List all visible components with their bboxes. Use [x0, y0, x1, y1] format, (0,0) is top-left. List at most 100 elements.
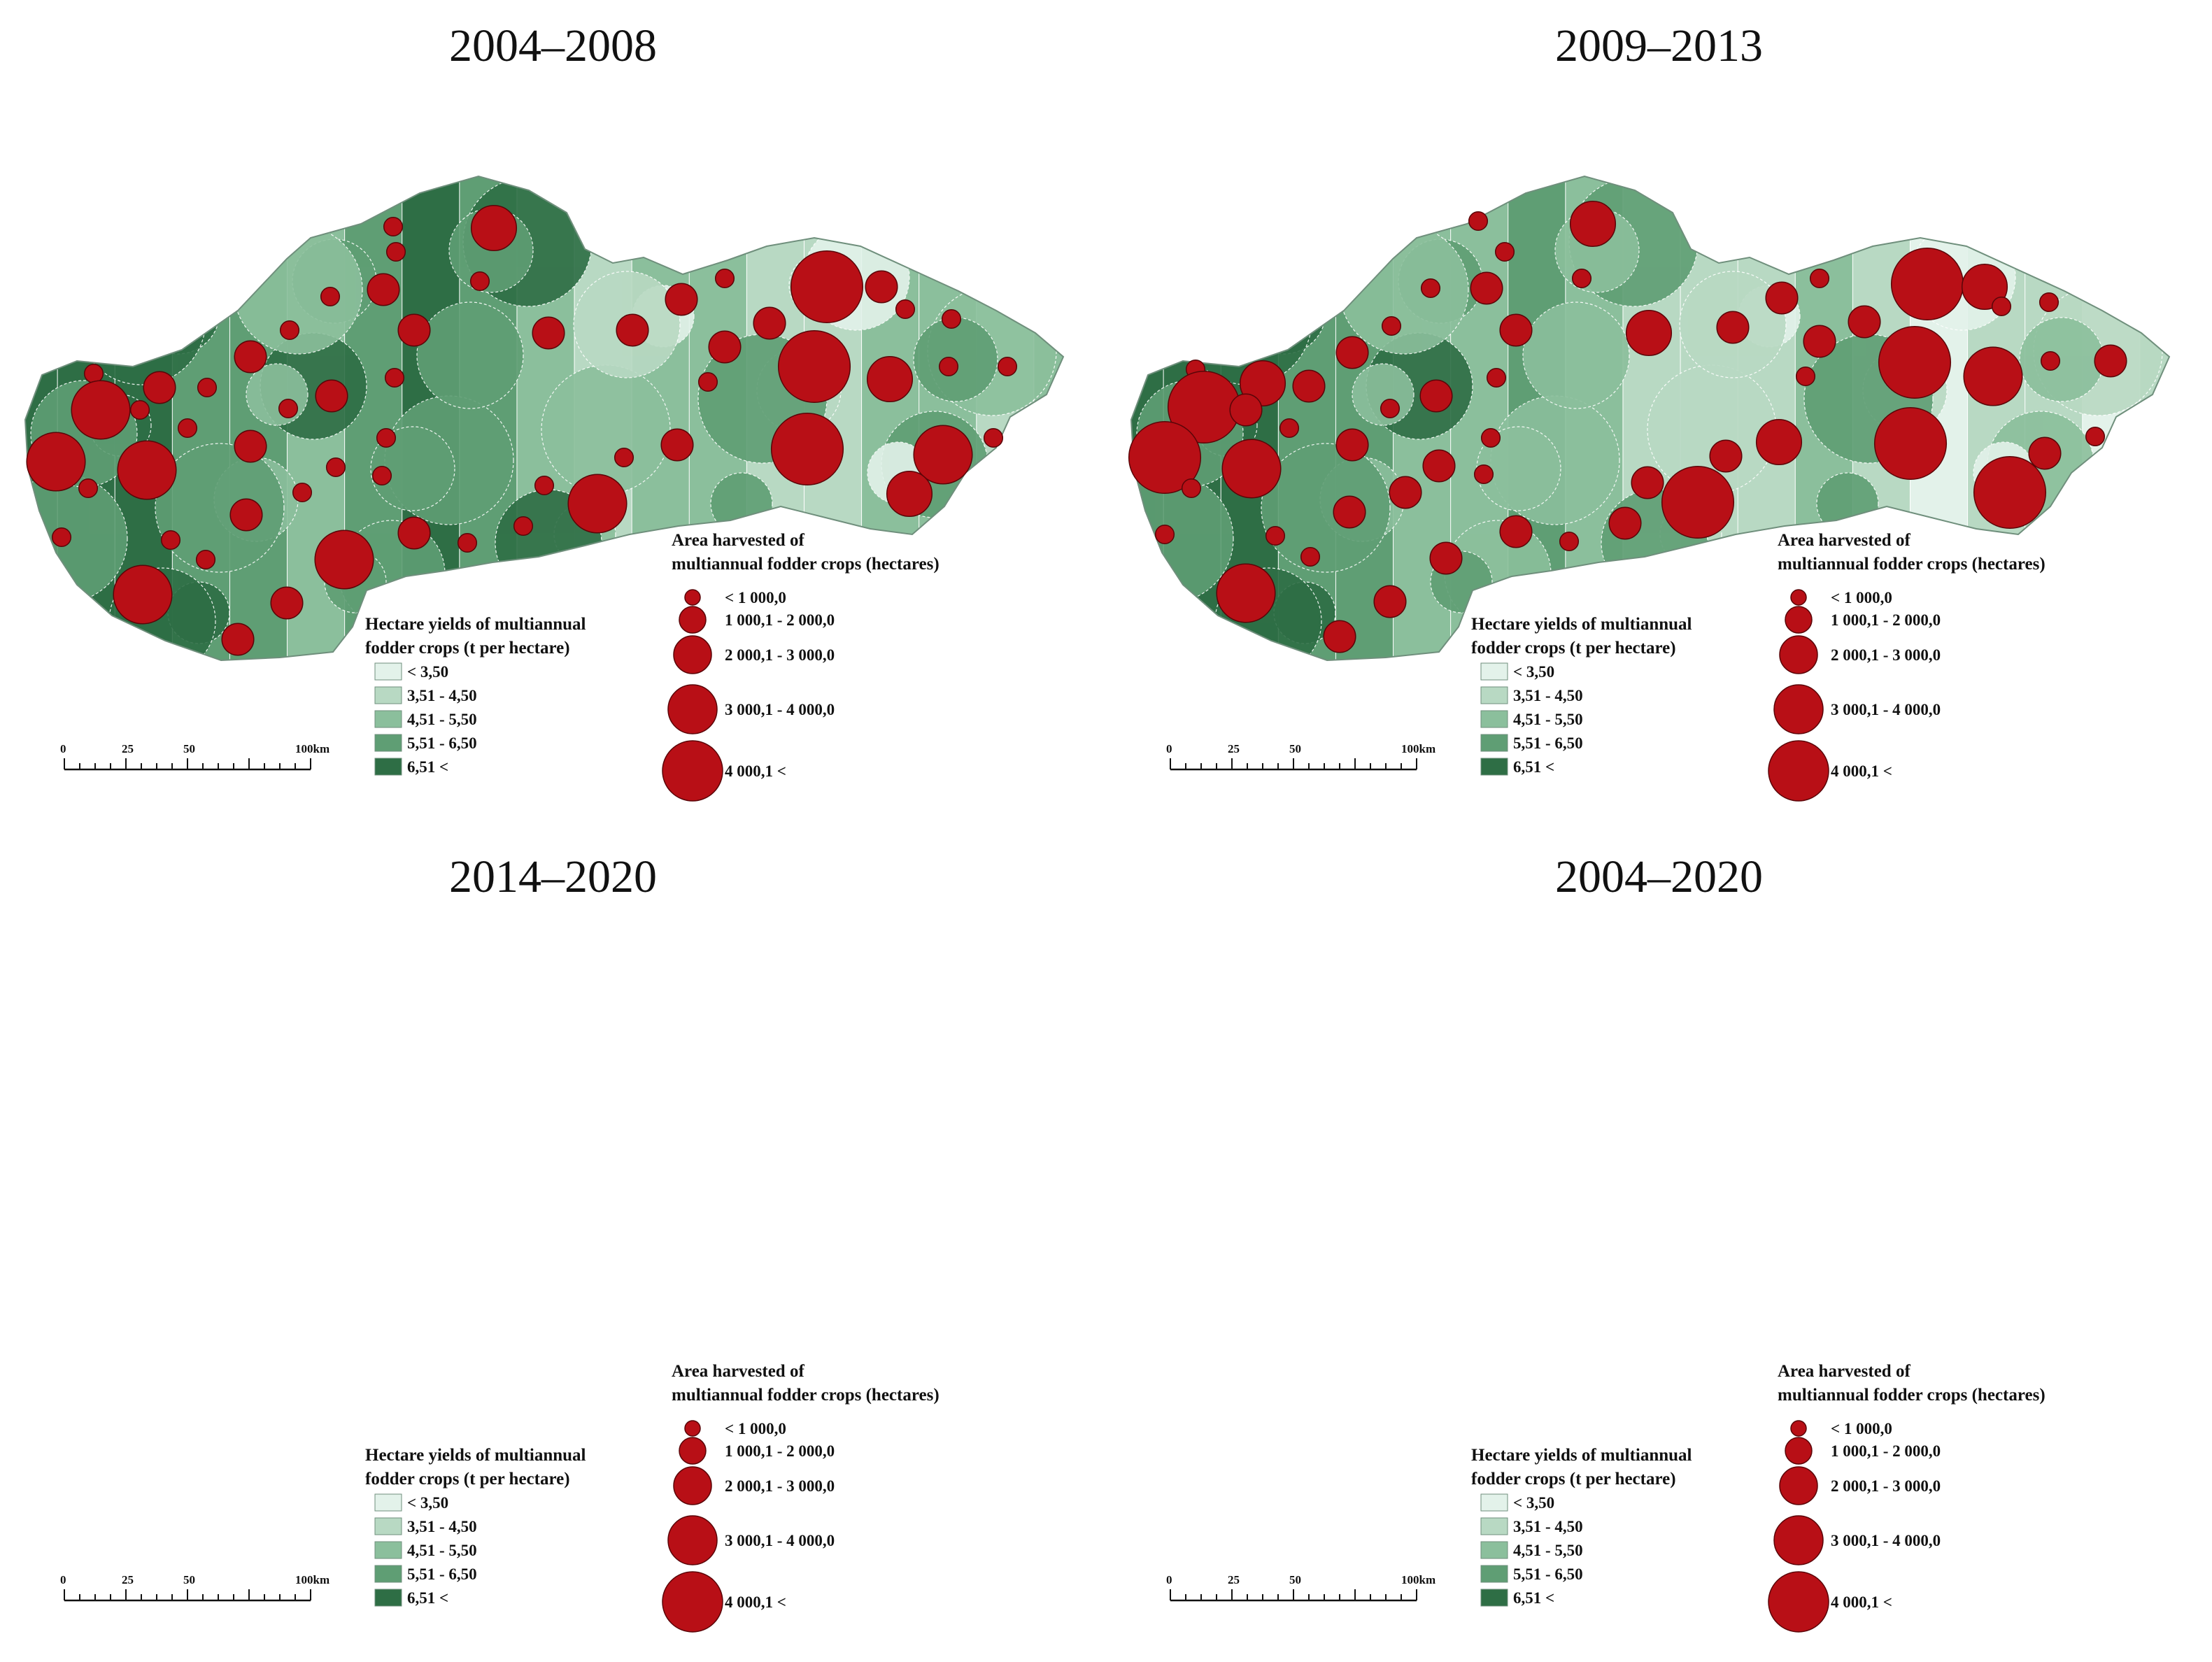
area-bubble [616, 313, 649, 347]
district-region [1131, 206, 1179, 269]
area-bubble [1154, 524, 1175, 545]
area-bubble [270, 586, 304, 620]
area-legend-title: multiannual fodder crops (hectares) [672, 555, 940, 574]
district-region [574, 831, 632, 1662]
district-region [11, 1038, 73, 1100]
area-bubble [865, 270, 898, 304]
area-legend-label: 2 000,1 - 3 000,0 [725, 1477, 835, 1495]
district-region [881, 1242, 988, 1349]
district-region [25, 206, 73, 269]
area-legend-bubble [679, 606, 707, 634]
district-region [449, 1039, 533, 1123]
area-bubble [983, 427, 1004, 448]
area-bubble [1335, 336, 1369, 369]
area-legend-title: Area harvested of [672, 1362, 804, 1381]
district-region [402, 831, 460, 1662]
area-bubble [1755, 418, 1803, 466]
area-bubble [1419, 379, 1453, 413]
map-figure: Hectare yields of multiannual fodder crop… [1106, 831, 2046, 1662]
area-bubble [371, 465, 392, 486]
district-region [1277, 176, 1337, 660]
district-region [1106, 831, 1164, 1662]
area-bubble [2094, 344, 2127, 378]
yield-legend-label: 5,51 - 6,50 [407, 734, 477, 752]
yield-legend-swatch [374, 710, 402, 728]
area-legend-bubble [1768, 1571, 1829, 1633]
scale-bar-label: 25 [122, 742, 134, 755]
district-region [339, 1351, 445, 1458]
district-region [1863, 1179, 1947, 1263]
district-region [1320, 1288, 1404, 1372]
yield-legend-label: < 3,50 [1513, 1494, 1554, 1512]
area-legend-bubble [1790, 589, 1807, 606]
district-choropleth [25, 176, 1063, 660]
district-region [574, 1102, 680, 1209]
district-region [1339, 225, 1469, 355]
district-region [960, 1024, 1066, 1130]
yield-legend-label: 4,51 - 5,50 [407, 711, 477, 728]
district-region [1366, 1164, 1473, 1270]
district-region [1738, 1116, 1800, 1178]
district-region [554, 1335, 616, 1396]
district-region [959, 192, 1063, 300]
district-region [1106, 1305, 1233, 1434]
area-bubble [1765, 281, 1799, 315]
district-region [1476, 426, 1561, 511]
area-legend-label: 3 000,1 - 4 000,0 [725, 701, 835, 718]
area-legend-bubble [1779, 1466, 1818, 1505]
scale-bar-label: 25 [1228, 1573, 1240, 1586]
area-bubble [397, 313, 431, 347]
area-legend-bubble [1773, 1515, 1824, 1565]
yield-legend-swatch [374, 1493, 402, 1512]
area-bubble [383, 216, 404, 237]
area-legend-bubble [1779, 635, 1818, 674]
yield-legend-title: fodder crops (t per hectare) [365, 639, 570, 658]
district-region [416, 301, 524, 409]
district-region [0, 1305, 127, 1434]
district-region [345, 831, 403, 1662]
district-region [1647, 1196, 1776, 1325]
area-legend-label: 3 000,1 - 4 000,0 [1831, 701, 1941, 718]
area-legend-bubble [1768, 740, 1829, 802]
area-bubble [913, 425, 973, 485]
area-legend-label: 3 000,1 - 4 000,0 [725, 1532, 835, 1549]
scale-bar: 0 25 50 100km [60, 1573, 329, 1602]
scale-bar-label: 100km [295, 742, 329, 755]
district-region [370, 426, 455, 511]
map-panel-2009-2013: 2009–2013 Hectare yields of multiannual f… [1106, 0, 2212, 831]
area-bubble [1963, 346, 2023, 406]
area-bubble [2039, 292, 2059, 313]
area-bubble [221, 623, 255, 656]
district-region [1895, 1086, 1957, 1147]
area-bubble [320, 286, 341, 307]
panel-title: 2014–2020 [449, 851, 657, 902]
area-bubble [1181, 478, 1202, 499]
area-legend-bubble [1790, 1420, 1807, 1437]
yield-legend-title: Hectare yields of multiannual [365, 1446, 586, 1465]
area-bubble [708, 330, 742, 364]
district-region [1183, 1087, 1312, 1216]
area-legend-label: < 1 000,0 [1831, 589, 1892, 606]
area-legend-title: Area harvested of [672, 531, 804, 550]
district-region [1816, 472, 1879, 535]
district-region [1967, 176, 2027, 660]
yield-legend-label: < 3,50 [407, 1494, 448, 1512]
scale-bar-label: 100km [1401, 742, 1435, 755]
district-region [1973, 1273, 2035, 1335]
yield-legend-swatch [374, 1565, 402, 1583]
district-region [246, 1195, 308, 1256]
district-region [928, 1118, 1056, 1246]
yield-legend-swatch [374, 1541, 402, 1559]
district-region [214, 1288, 298, 1372]
area-legend-title: multiannual fodder crops (hectares) [1778, 1386, 2046, 1405]
district-region [517, 831, 575, 1662]
area-bubble [1890, 247, 1964, 321]
area-bubble [1389, 476, 1422, 509]
district-region [1278, 831, 1336, 1662]
area-bubble [1381, 315, 1402, 336]
area-legend-label: 4 000,1 < [725, 1593, 786, 1611]
district-region [246, 363, 309, 426]
area-bubble [1499, 515, 1533, 548]
district-region [1623, 831, 1681, 1662]
area-bubble [1470, 271, 1503, 305]
